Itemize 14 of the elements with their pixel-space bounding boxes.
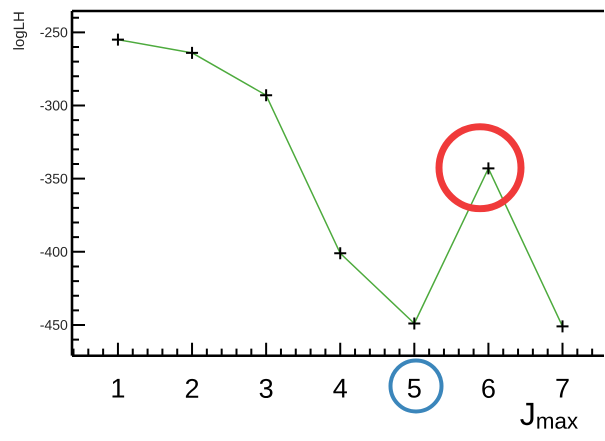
x-tick-label: 7 [556,378,569,398]
x-tick-label: 5 [408,378,421,398]
x-axis-title: J$_{max}$ [520,402,578,429]
y-axis-title: logLH [13,12,28,50]
y-tick-label: -400 [40,246,68,257]
y-tick-label: -450 [40,320,68,330]
y-tick-label: -300 [40,100,68,110]
y-tick-label: -250 [40,27,68,38]
x-tick-label: 3 [260,378,272,398]
x-tick-label: 1 [112,378,124,398]
x-tick-label: 6 [482,378,495,398]
y-tick-label: -350 [40,174,68,184]
x-tick-label: 2 [186,378,198,398]
x-tick-label: 4 [333,378,347,398]
